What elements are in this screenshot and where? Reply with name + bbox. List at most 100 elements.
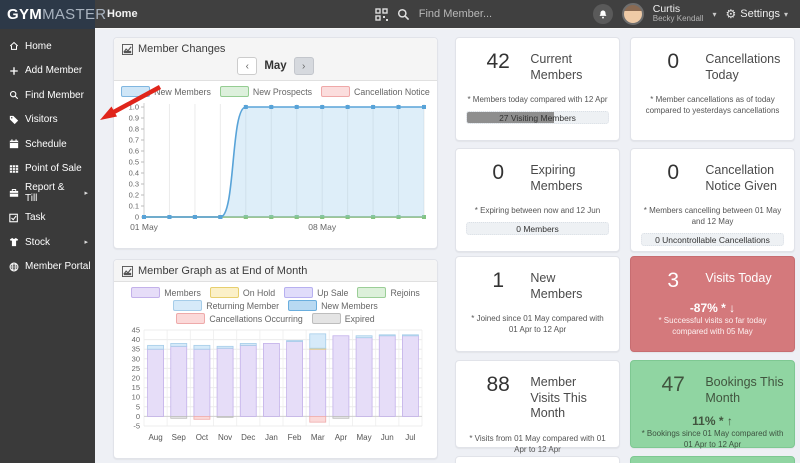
legend-swatch xyxy=(176,313,205,324)
sidebar-item-label: Point of Sale xyxy=(25,163,82,174)
stat-card-cancellation-notice-given: 0Cancellation Notice Given* Members canc… xyxy=(630,148,795,252)
stat-value: 3 xyxy=(641,269,705,293)
sidebar-item-member-portal[interactable]: Member Portal xyxy=(0,255,95,280)
svg-text:Nov: Nov xyxy=(218,433,232,442)
svg-text:Feb: Feb xyxy=(288,433,302,442)
legend-item: New Prospects xyxy=(220,86,312,97)
legend-swatch xyxy=(321,86,350,97)
qr-code-icon[interactable] xyxy=(375,8,388,21)
stat-note: * Joined since 01 May compared with 01 A… xyxy=(466,314,609,336)
legend-swatch xyxy=(131,287,160,298)
next-month-button[interactable]: › xyxy=(294,57,314,75)
legend-item: On Hold xyxy=(210,287,275,298)
stat-title: Current Members xyxy=(530,50,609,83)
svg-text:40: 40 xyxy=(132,335,140,344)
svg-text:0.3: 0.3 xyxy=(129,180,139,189)
sidebar-item-report-till[interactable]: Report & Till▸ xyxy=(0,181,95,206)
legend-item: Cancellation Notice xyxy=(321,86,430,97)
member-changes-title: Member Changes xyxy=(138,43,225,55)
stat-title: Visits Today xyxy=(705,269,784,287)
svg-text:Dec: Dec xyxy=(241,433,255,442)
svg-text:0.6: 0.6 xyxy=(129,147,139,156)
legend-swatch xyxy=(288,300,317,311)
svg-text:Sep: Sep xyxy=(172,433,187,442)
sidebar-item-task[interactable]: Task xyxy=(0,206,95,231)
sidebar-item-label: Report & Till xyxy=(25,182,78,204)
stat-title: Member Visits This Month xyxy=(530,373,609,422)
sidebar-item-visitors[interactable]: Visitors xyxy=(0,108,95,133)
legend-item: Up Sale xyxy=(284,287,348,298)
user-menu[interactable]: Curtis Becky Kendall xyxy=(653,4,704,24)
member-graph-header: Member Graph as at End of Month xyxy=(114,260,437,282)
member-graph-card: Member Graph as at End of Month Members O… xyxy=(113,259,438,459)
stat-card-bookings-this-month: 47Bookings This Month11% * ↑* Bookings s… xyxy=(630,360,795,448)
svg-text:25: 25 xyxy=(132,364,140,373)
stat-note: * Visits from 01 May compared with 01 Ap… xyxy=(466,434,609,456)
notifications-bell-icon[interactable] xyxy=(593,4,613,24)
sidebar-item-find-member[interactable]: Find Member xyxy=(0,83,95,108)
svg-text:08 May: 08 May xyxy=(308,222,337,232)
sidebar-item-add-member[interactable]: Add Member xyxy=(0,59,95,84)
stat-title: New Members xyxy=(530,269,609,302)
member-changes-legend: New Members New Prospects Cancellation Not… xyxy=(114,86,437,97)
stat-value: 1 xyxy=(466,269,530,293)
stat-value: 0 xyxy=(641,161,705,185)
topbar: GYMMASTER Home Curtis Becky Kendall ▾ ⚙ … xyxy=(0,0,800,29)
chart-icon xyxy=(122,44,133,55)
chevron-right-icon: ▸ xyxy=(84,238,88,246)
search-icon[interactable] xyxy=(397,8,410,21)
stat-value: 0 xyxy=(466,161,530,185)
stat-value: 0 xyxy=(641,50,705,74)
sidebar-item-label: Find Member xyxy=(25,90,84,101)
home-icon xyxy=(9,41,19,51)
svg-text:0.7: 0.7 xyxy=(129,136,139,145)
sidebar-item-label: Member Portal xyxy=(25,261,91,272)
svg-text:0.1: 0.1 xyxy=(129,202,139,211)
legend-swatch xyxy=(312,313,341,324)
member-graph-chart: -5051015202530354045AugSepOctNovDecJanFe… xyxy=(118,326,433,450)
legend-item: New Members xyxy=(121,86,211,97)
svg-text:15: 15 xyxy=(132,383,140,392)
member-changes-header: Member Changes ‹ May › xyxy=(114,38,437,81)
sidebar: Home Add Member Find Member Visitors Schedul… xyxy=(0,29,95,463)
sidebar-item-home[interactable]: Home xyxy=(0,34,95,59)
chevron-down-icon[interactable]: ▾ xyxy=(712,10,716,19)
stat-percent-change: 11% * ↑ xyxy=(641,414,784,428)
member-graph-legend: MembersOn HoldUp SaleRejoinsReturning Me… xyxy=(114,287,437,324)
stat-note: * Member cancellations as of today compa… xyxy=(641,95,784,117)
svg-text:1.0: 1.0 xyxy=(129,103,139,112)
stat-card-new-members: 1New Members * Joined since 01 May compar… xyxy=(455,256,620,352)
svg-text:0.4: 0.4 xyxy=(129,169,139,178)
search-input[interactable] xyxy=(419,8,584,20)
sidebar-item-stock[interactable]: Stock▸ xyxy=(0,230,95,255)
legend-item: Members xyxy=(131,287,201,298)
month-label: May xyxy=(264,60,286,72)
tag-icon xyxy=(9,115,19,125)
gear-icon: ⚙ xyxy=(725,7,736,21)
member-changes-card: Member Changes ‹ May › New Members New Pr… xyxy=(113,37,438,249)
svg-text:0: 0 xyxy=(135,213,139,222)
user-subname: Becky Kendall xyxy=(653,15,704,24)
legend-item: Cancellations Occurring xyxy=(176,313,302,324)
sidebar-item-point-of-sale[interactable]: Point of Sale xyxy=(0,157,95,182)
prev-month-button[interactable]: ‹ xyxy=(237,57,257,75)
settings-menu[interactable]: ⚙ Settings ▾ xyxy=(725,7,788,21)
svg-text:30: 30 xyxy=(132,354,140,363)
grid-icon xyxy=(9,164,19,174)
svg-text:-5: -5 xyxy=(133,422,140,431)
stat-card-current-members: 42Current Members* Members today compare… xyxy=(455,37,620,141)
stat-title: Expiring Members xyxy=(530,161,609,194)
sidebar-item-label: Home xyxy=(25,41,52,52)
search-icon xyxy=(9,90,19,100)
sidebar-item-label: Visitors xyxy=(25,114,58,125)
legend-item: Returning Member xyxy=(173,300,279,311)
stat-note: * Bookings since 01 May compared with 01… xyxy=(641,429,784,451)
sidebar-item-schedule[interactable]: Schedule xyxy=(0,132,95,157)
stat-value: 47 xyxy=(641,373,705,397)
legend-swatch xyxy=(210,287,239,298)
legend-swatch xyxy=(121,86,150,97)
user-avatar[interactable] xyxy=(622,3,644,25)
shirt-icon xyxy=(9,237,19,247)
stat-note: * Members cancelling between 01 May and … xyxy=(641,206,784,228)
member-graph-title: Member Graph as at End of Month xyxy=(138,265,307,277)
